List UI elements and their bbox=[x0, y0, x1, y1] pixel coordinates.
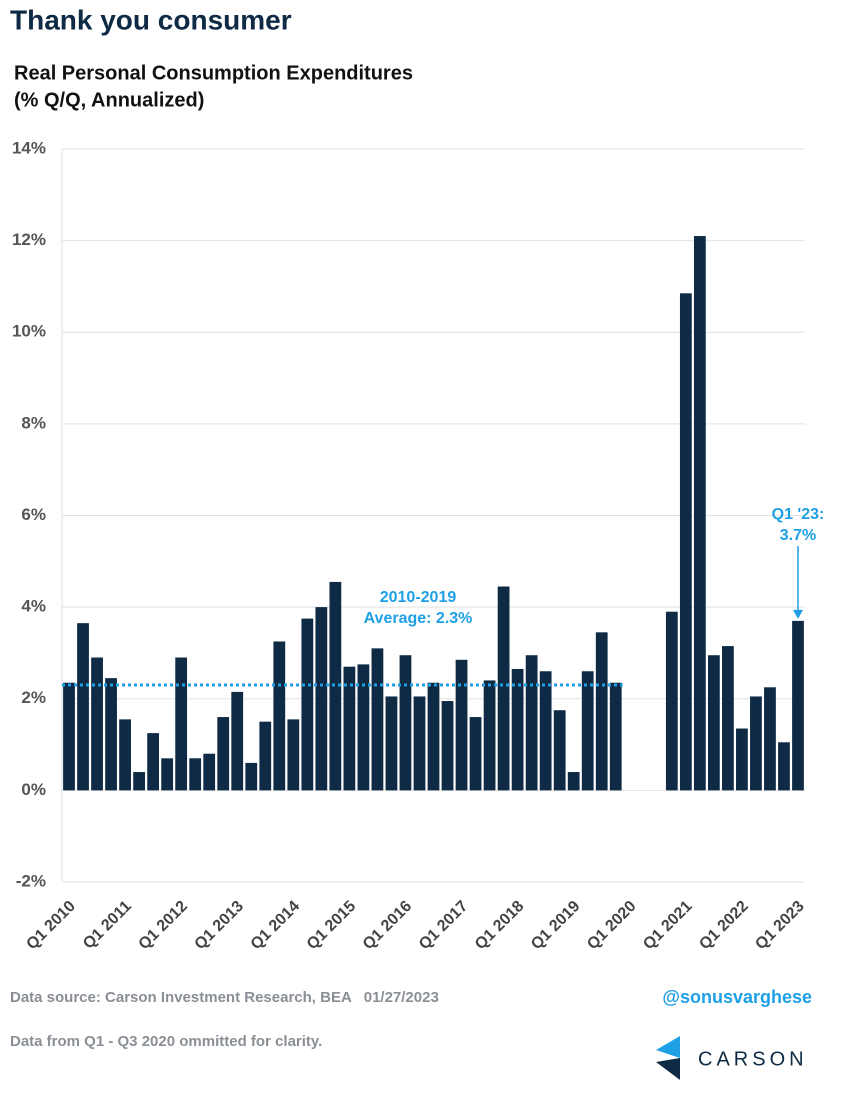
y-tick-label: 6% bbox=[21, 505, 46, 524]
x-tick-label: Q1 2017 bbox=[416, 898, 472, 954]
bar bbox=[750, 696, 762, 791]
bar bbox=[301, 618, 314, 791]
x-tick-label: Q1 2016 bbox=[360, 898, 416, 954]
bar bbox=[259, 721, 272, 791]
y-tick-label: 2% bbox=[21, 688, 46, 707]
x-tick-label: Q1 2020 bbox=[584, 898, 640, 954]
bar bbox=[693, 236, 706, 791]
bar bbox=[441, 701, 454, 791]
bar bbox=[77, 623, 89, 791]
bar bbox=[91, 657, 103, 791]
page-title: Thank you consumer bbox=[10, 4, 292, 35]
bar bbox=[707, 655, 720, 791]
bar bbox=[581, 671, 594, 791]
x-tick-label: Q1 2010 bbox=[23, 898, 79, 954]
note: Data from Q1 - Q3 2020 ommitted for clar… bbox=[10, 1033, 322, 1050]
bar bbox=[63, 682, 75, 791]
y-tick-label: 10% bbox=[12, 322, 46, 341]
average-label: Average: 2.3% bbox=[364, 610, 473, 627]
y-tick-label: -2% bbox=[16, 871, 46, 890]
bar bbox=[133, 772, 145, 791]
bar bbox=[679, 293, 692, 791]
x-tick-label: Q1 2021 bbox=[640, 898, 696, 954]
bar bbox=[511, 668, 524, 791]
bar bbox=[273, 641, 286, 791]
y-tick-label: 8% bbox=[21, 413, 46, 432]
bar bbox=[385, 696, 398, 791]
bar bbox=[483, 680, 496, 791]
y-tick-label: 0% bbox=[21, 780, 46, 799]
y-tick-label: 12% bbox=[12, 230, 46, 249]
bar bbox=[217, 717, 230, 791]
bar bbox=[147, 733, 160, 791]
bar bbox=[778, 742, 790, 791]
handle: @sonusvarghese bbox=[662, 987, 812, 1007]
bar bbox=[357, 664, 370, 791]
chart-title: Real Personal Consumption Expenditures bbox=[14, 62, 413, 84]
x-tick-label: Q1 2012 bbox=[136, 898, 192, 954]
bar bbox=[525, 655, 538, 791]
y-tick-label: 4% bbox=[21, 597, 46, 616]
x-tick-label: Q1 2013 bbox=[192, 898, 248, 954]
x-tick-label: Q1 2022 bbox=[696, 898, 752, 954]
bar bbox=[189, 758, 202, 791]
bar bbox=[539, 671, 552, 791]
callout-arrowhead bbox=[792, 609, 803, 619]
callout-label: 3.7% bbox=[780, 527, 816, 544]
bar bbox=[245, 762, 258, 791]
bar bbox=[792, 620, 804, 791]
bar bbox=[343, 666, 356, 791]
bar bbox=[497, 586, 510, 791]
average-label: 2010-2019 bbox=[380, 589, 457, 606]
bar bbox=[567, 772, 580, 791]
y-tick-label: 14% bbox=[12, 138, 46, 157]
x-tick-label: Q1 2014 bbox=[248, 898, 304, 954]
bar bbox=[609, 682, 622, 791]
bar bbox=[329, 581, 342, 791]
chart-subtitle: (% Q/Q, Annualized) bbox=[14, 89, 204, 111]
bar bbox=[119, 719, 131, 791]
bar bbox=[399, 655, 412, 791]
bar bbox=[553, 710, 566, 791]
bar bbox=[203, 753, 216, 791]
x-tick-label: Q1 2018 bbox=[472, 898, 528, 954]
bar bbox=[371, 648, 384, 791]
x-tick-label: Q1 2023 bbox=[752, 898, 808, 954]
logo bbox=[656, 1036, 680, 1080]
x-tick-label: Q1 2015 bbox=[304, 898, 360, 954]
bar bbox=[455, 659, 468, 791]
callout-label: Q1 '23: bbox=[772, 506, 825, 523]
bar bbox=[175, 657, 188, 791]
bar bbox=[736, 728, 748, 791]
bar bbox=[665, 611, 678, 791]
bar bbox=[595, 632, 608, 791]
bar bbox=[315, 607, 328, 791]
source: Data source: Carson Investment Research,… bbox=[10, 989, 439, 1006]
bar bbox=[764, 687, 776, 791]
x-tick-label: Q1 2011 bbox=[80, 898, 135, 953]
bar bbox=[105, 678, 117, 791]
bar bbox=[469, 717, 482, 791]
bar bbox=[161, 758, 174, 791]
brand: CARSON bbox=[698, 1048, 808, 1070]
bar bbox=[287, 719, 300, 791]
bar bbox=[722, 646, 734, 791]
bar bbox=[413, 696, 426, 791]
bar bbox=[427, 682, 440, 791]
bar bbox=[231, 691, 244, 791]
x-tick-label: Q1 2019 bbox=[528, 898, 584, 954]
